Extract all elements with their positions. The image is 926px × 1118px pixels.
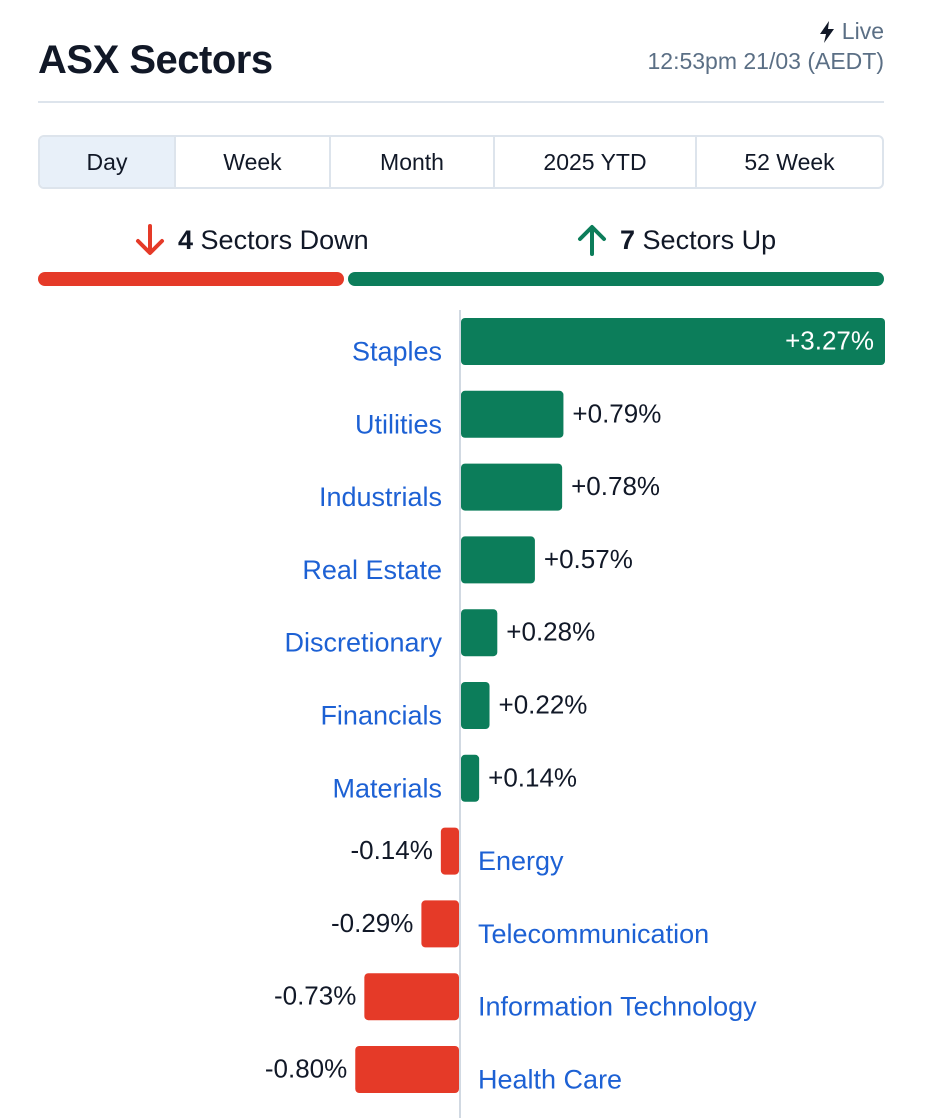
bar-health-care	[355, 1046, 459, 1093]
value-label-health-care: -0.80%	[265, 1054, 347, 1084]
ratio-bar-up-segment	[348, 272, 884, 286]
sector-label-energy[interactable]: Energy	[478, 846, 564, 876]
value-label-financials: +0.22%	[499, 690, 588, 720]
bar-financials	[461, 682, 490, 729]
bar-information-technology	[364, 973, 459, 1021]
sectors-down-label: Sectors Down	[200, 224, 369, 255]
tab-day[interactable]: Day	[40, 137, 176, 187]
tab-month[interactable]: Month	[331, 137, 495, 187]
tab-52-week[interactable]: 52 Week	[744, 148, 835, 175]
value-label-real-estate: +0.57%	[544, 544, 633, 574]
sectors-down-summary: 4 Sectors Down	[132, 222, 369, 258]
bar-discretionary	[461, 609, 498, 657]
bar-materials	[461, 754, 480, 802]
sectors-up-label: Sectors Up	[642, 224, 777, 255]
bar-staples	[461, 318, 885, 365]
sector-label-real-estate[interactable]: Real Estate	[302, 555, 442, 585]
value-label-telecommunication: -0.29%	[331, 908, 413, 938]
live-indicator: Live	[818, 18, 884, 45]
up-down-ratio-bar	[38, 272, 884, 286]
live-label: Live	[841, 18, 884, 44]
bar-utilities	[461, 390, 564, 438]
value-label-energy: -0.14%	[350, 835, 432, 865]
sectors-up-count: 7	[620, 224, 636, 255]
bar-real-estate	[461, 536, 535, 584]
sector-label-discretionary[interactable]: Discretionary	[284, 628, 442, 658]
timestamp: 12:53pm 21/03 (AEDT)	[647, 48, 884, 74]
sectors-up-summary: 7 Sectors Up	[574, 222, 776, 258]
sector-label-telecommunication[interactable]: Telecommunication	[478, 919, 709, 949]
value-label-materials: +0.14%	[488, 762, 577, 792]
bar-industrials	[461, 463, 563, 511]
lightning-icon	[819, 20, 834, 43]
value-label-discretionary: +0.28%	[506, 617, 595, 647]
page-title: ASX Sectors	[38, 38, 273, 82]
sector-label-materials[interactable]: Materials	[332, 773, 442, 803]
sector-label-staples[interactable]: Staples	[352, 337, 442, 367]
bar-telecommunication	[421, 900, 459, 948]
period-tabs: Day Week Month 2025 YTD 52 Week	[38, 135, 884, 189]
sector-label-utilities[interactable]: Utilities	[355, 409, 442, 439]
header-divider	[38, 101, 884, 103]
value-label-utilities: +0.79%	[572, 398, 661, 428]
value-label-industrials: +0.78%	[571, 471, 660, 501]
sector-label-health-care[interactable]: Health Care	[478, 1065, 622, 1095]
sector-label-industrials[interactable]: Industrials	[319, 482, 442, 512]
sector-bar-chart: Staples +3.27% Utilities +0.79% Industrials +…	[265, 310, 885, 1118]
value-label-information-technology: -0.73%	[274, 981, 356, 1011]
sectors-down-count: 4	[178, 224, 194, 255]
arrow-down-icon	[136, 224, 164, 255]
tab-week[interactable]: Week	[176, 137, 331, 187]
bar-energy	[440, 827, 459, 875]
value-label-staples: +3.27%	[785, 326, 874, 356]
tab-2025-ytd[interactable]: 2025 YTD	[495, 137, 697, 187]
sector-label-financials[interactable]: Financials	[320, 701, 442, 731]
ratio-bar-down-segment	[38, 272, 344, 286]
sector-label-information-technology[interactable]: Information Technology	[478, 992, 757, 1022]
arrow-up-icon	[578, 225, 606, 256]
